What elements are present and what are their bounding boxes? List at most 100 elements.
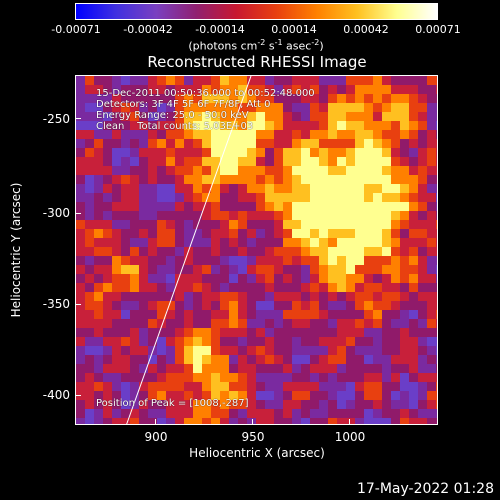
colorbar <box>75 3 438 20</box>
map-cell <box>202 112 212 122</box>
map-cell <box>355 283 365 293</box>
timestamp: 17-May-2022 01:28 <box>356 481 494 497</box>
map-cell <box>121 112 131 122</box>
map-cell <box>328 193 338 203</box>
map-cell <box>94 220 104 230</box>
map-cell <box>247 319 257 329</box>
map-cell <box>427 364 437 374</box>
map-cell <box>220 148 230 158</box>
map-cell <box>130 418 140 424</box>
map-cell <box>292 328 302 338</box>
map-cell <box>121 148 131 158</box>
map-cell <box>148 130 158 140</box>
map-cell <box>427 301 437 311</box>
map-cell <box>184 355 194 365</box>
map-cell <box>337 130 347 140</box>
map-cell <box>427 265 437 275</box>
map-cell <box>265 418 275 424</box>
map-cell <box>355 220 365 230</box>
map-cell <box>238 157 248 167</box>
map-cell <box>274 130 284 140</box>
map-cell <box>202 130 212 140</box>
map-cell <box>337 166 347 176</box>
map-cell <box>85 409 95 419</box>
map-cell <box>310 202 320 212</box>
map-cell <box>274 256 284 266</box>
map-cell <box>391 256 401 266</box>
map-cell <box>211 139 221 149</box>
map-cell <box>427 418 437 424</box>
map-cell <box>346 103 356 113</box>
map-cell <box>121 229 131 239</box>
map-cell <box>364 247 374 257</box>
map-cell <box>274 373 284 383</box>
map-cell <box>103 103 113 113</box>
map-cell <box>292 112 302 122</box>
map-cell <box>112 319 122 329</box>
map-cell <box>436 355 437 365</box>
map-cell <box>346 202 356 212</box>
map-cell <box>256 220 266 230</box>
map-cell <box>211 121 221 131</box>
map-cell <box>202 274 212 284</box>
map-cell <box>202 256 212 266</box>
map-cell <box>184 94 194 104</box>
map-cell <box>211 301 221 311</box>
map-cell <box>148 274 158 284</box>
map-cell <box>301 85 311 95</box>
map-cell <box>337 112 347 122</box>
map-cell <box>319 175 329 185</box>
map-cell <box>382 121 392 131</box>
x-tick-label: 1000 <box>334 430 366 444</box>
map-cell <box>103 94 113 104</box>
map-cell <box>409 184 419 194</box>
map-cell <box>292 274 302 284</box>
map-cell <box>85 103 95 113</box>
map-cell <box>157 256 167 266</box>
map-cell <box>382 283 392 293</box>
map-cell <box>256 184 266 194</box>
map-cell <box>292 148 302 158</box>
map-cell <box>337 121 347 131</box>
map-cell <box>76 247 86 257</box>
map-cell <box>175 238 185 248</box>
map-cell <box>337 373 347 383</box>
map-cell <box>76 373 86 383</box>
map-cell <box>400 139 410 149</box>
map-cell <box>256 229 266 239</box>
map-cell <box>220 391 230 401</box>
map-cell <box>301 229 311 239</box>
map-cell <box>337 175 347 185</box>
map-cell <box>220 292 230 302</box>
map-cell <box>382 256 392 266</box>
map-cell <box>256 319 266 329</box>
map-cell <box>301 94 311 104</box>
map-cell <box>175 301 185 311</box>
map-cell <box>400 283 410 293</box>
map-cell <box>247 238 257 248</box>
map-cell <box>391 319 401 329</box>
map-cell <box>256 337 266 347</box>
map-cell <box>310 130 320 140</box>
map-cell <box>436 211 437 221</box>
map-cell <box>400 229 410 239</box>
map-cell <box>274 364 284 374</box>
map-cell <box>112 274 122 284</box>
map-cell <box>121 319 131 329</box>
map-cell <box>292 382 302 392</box>
map-cell <box>166 112 176 122</box>
map-cell <box>391 391 401 401</box>
map-cell <box>94 157 104 167</box>
map-cell <box>85 121 95 131</box>
map-cell <box>139 418 149 424</box>
map-cell <box>310 400 320 410</box>
map-cell <box>85 292 95 302</box>
map-cell <box>202 337 212 347</box>
map-cell <box>382 94 392 104</box>
map-cell <box>166 355 176 365</box>
map-cell <box>400 373 410 383</box>
map-cell <box>391 265 401 275</box>
map-cell <box>193 337 203 347</box>
map-cell <box>400 112 410 122</box>
map-cell <box>112 364 122 374</box>
